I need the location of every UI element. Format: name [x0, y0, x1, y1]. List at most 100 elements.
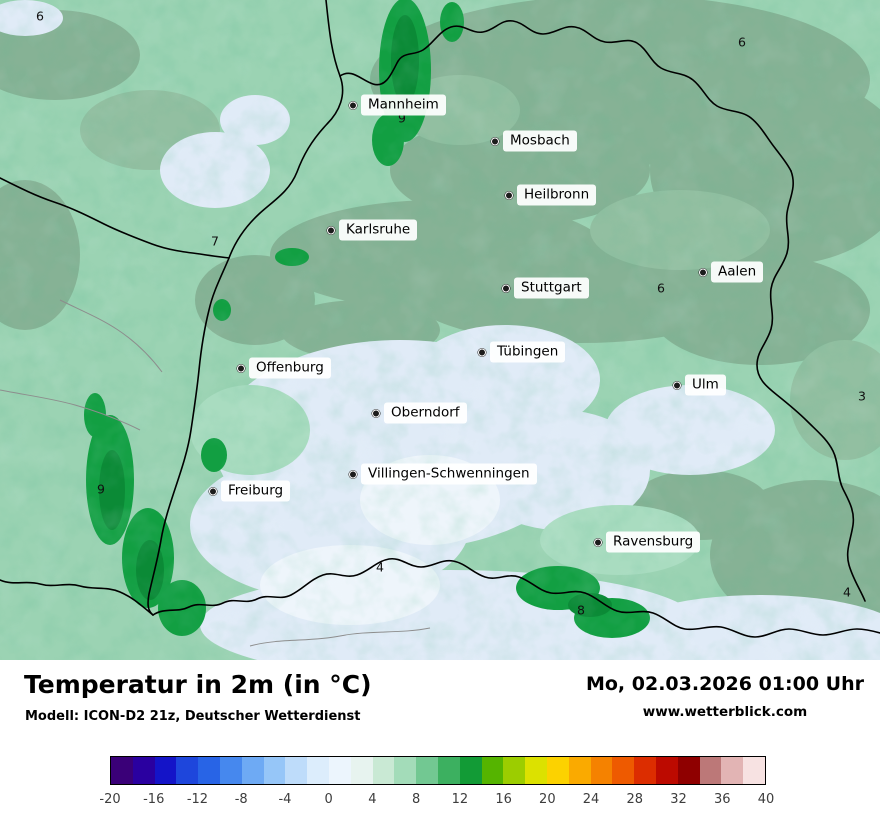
colorbar-block — [307, 757, 329, 784]
city-dot — [327, 226, 335, 234]
info-band: Temperatur in 2m (in °C) Modell: ICON-D2… — [0, 660, 880, 750]
spot-value: 7 — [211, 233, 219, 249]
colorbar-tick-label: 12 — [451, 792, 469, 807]
colorbar-block — [612, 757, 635, 784]
colorbar-tick-label: -4 — [278, 792, 292, 807]
city-dot — [349, 101, 357, 109]
colorbar-block — [219, 757, 242, 784]
city-label: Ravensburg — [606, 531, 701, 553]
colorbar-block — [568, 757, 591, 784]
city-label: Freiburg — [221, 480, 291, 502]
city-label: Stuttgart — [514, 277, 589, 299]
city-label: Ulm — [685, 374, 726, 396]
spot-value: 9 — [97, 481, 105, 497]
city-dot — [372, 409, 380, 417]
city-marker-villingen-schwenningen: Villingen-Schwenningen — [349, 463, 537, 485]
colorbar-block — [176, 757, 199, 784]
temperature-map: 6 6 9 7 6 9 4 8 4 3 Mannheim Mosbach Hei… — [0, 0, 880, 660]
spot-value: 6 — [36, 8, 44, 24]
city-dot — [349, 470, 357, 478]
colorbar-tick-label: -12 — [186, 792, 209, 807]
colorbar-tick-label: 24 — [582, 792, 600, 807]
colorbar-block — [328, 757, 351, 784]
spot-value: 4 — [843, 584, 851, 600]
colorbar-block — [154, 757, 177, 784]
colorbar-tick-label: 4 — [368, 792, 377, 807]
city-label: Mannheim — [361, 94, 446, 116]
city-label: Oberndorf — [384, 402, 467, 424]
city-dot — [594, 538, 602, 546]
colorbar-block — [503, 757, 526, 784]
colorbar-block — [263, 757, 286, 784]
colorbar-block — [677, 757, 700, 784]
colorbar-block — [198, 757, 220, 784]
colorbar-block — [546, 757, 569, 784]
city-marker-aalen: Aalen — [699, 261, 764, 283]
colorbar-tick-label: 20 — [539, 792, 556, 807]
colorbar-tick-label: -20 — [99, 792, 121, 807]
colorbar-block — [285, 757, 308, 784]
city-dot — [237, 364, 245, 372]
colorbar-block — [416, 757, 438, 784]
city-label: Tübingen — [490, 341, 566, 363]
city-marker-ravensburg: Ravensburg — [594, 531, 701, 553]
city-label: Mosbach — [503, 130, 577, 152]
city-label: Heilbronn — [517, 184, 597, 206]
city-marker-ulm: Ulm — [673, 374, 726, 396]
city-marker-stuttgart: Stuttgart — [502, 277, 589, 299]
colorbar-block — [111, 757, 133, 784]
colorbar-block — [525, 757, 547, 784]
colorbar-block — [481, 757, 504, 784]
colorbar-block — [394, 757, 417, 784]
city-dot — [478, 348, 486, 356]
spot-value: 6 — [657, 280, 665, 296]
spot-value: 8 — [577, 602, 585, 618]
city-label: Offenburg — [249, 357, 331, 379]
spot-value: 4 — [376, 559, 384, 575]
colorbar — [110, 756, 766, 785]
colorbar-tick-label: 8 — [411, 792, 421, 807]
city-label: Villingen-Schwenningen — [361, 463, 537, 485]
colorbar-block — [459, 757, 482, 784]
city-dot — [491, 137, 499, 145]
colorbar-tick-label: 16 — [495, 792, 512, 807]
colorbar-block — [699, 757, 722, 784]
temperature-scale: -20 -16 -12 -8 -4 0 4 8 12 16 20 24 28 32 36 40 — [99, 756, 774, 810]
city-dot — [502, 284, 510, 292]
city-marker-mosbach: Mosbach — [491, 130, 577, 152]
spot-value: 3 — [858, 388, 866, 404]
colorbar-block — [132, 757, 155, 784]
city-label: Aalen — [711, 261, 764, 283]
colorbar-tick-label: 32 — [670, 792, 687, 807]
colorbar-tick-label: 28 — [626, 792, 644, 807]
colorbar-block — [241, 757, 264, 784]
city-marker-mannheim: Mannheim — [349, 94, 446, 116]
map-state-borders — [0, 0, 880, 638]
city-marker-karlsruhe: Karlsruhe — [327, 219, 418, 241]
page-title: Temperatur in 2m (in °C) — [24, 670, 372, 699]
city-marker-offenburg: Offenburg — [237, 357, 331, 379]
city-label: Karlsruhe — [339, 219, 418, 241]
city-dot — [699, 268, 707, 276]
colorbar-block — [590, 757, 613, 784]
model-info: Modell: ICON-D2 21z, Deutscher Wetterdie… — [25, 709, 361, 724]
colorbar-block — [634, 757, 656, 784]
city-marker-heilbronn: Heilbronn — [505, 184, 597, 206]
colorbar-ticks: -20 -16 -12 -8 -4 0 4 8 12 16 20 24 28 32 36 40 — [99, 792, 774, 810]
spot-value: 6 — [738, 34, 746, 50]
header-right-column: Mo, 02.03.2026 01:00 Uhr www.wetterblick… — [586, 673, 864, 720]
colorbar-block — [350, 757, 373, 784]
colorbar-block — [743, 757, 765, 784]
colorbar-block — [437, 757, 460, 784]
city-marker-tuebingen: Tübingen — [478, 341, 566, 363]
colorbar-tick-label: 40 — [757, 792, 775, 807]
city-dot — [505, 191, 513, 199]
map-minor-borders — [0, 299, 431, 647]
colorbar-tick-label: -8 — [234, 792, 248, 807]
colorbar-tick-label: 0 — [324, 792, 333, 807]
colorbar-block — [721, 757, 744, 784]
city-marker-oberndorf: Oberndorf — [372, 402, 467, 424]
forecast-datetime: Mo, 02.03.2026 01:00 Uhr — [585, 673, 864, 695]
colorbar-tick-label: -16 — [143, 792, 165, 807]
colorbar-tick-label: 36 — [713, 792, 731, 807]
